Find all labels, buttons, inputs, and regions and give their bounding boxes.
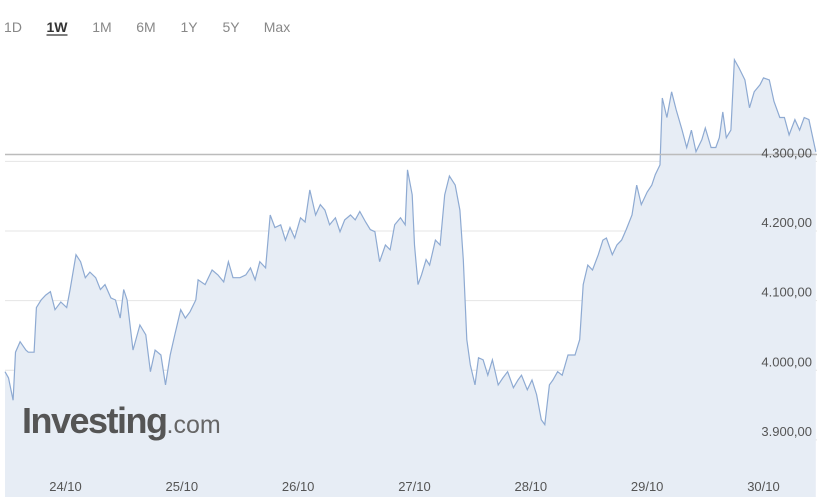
- watermark-brand: Investing: [22, 400, 167, 441]
- area: [5, 59, 816, 497]
- y-tick-label: 4.200,00: [761, 215, 812, 230]
- y-tick-label: 3.900,00: [761, 424, 812, 439]
- y-tick-label: 4.300,00: [761, 145, 812, 160]
- y-tick-label: 4.000,00: [761, 354, 812, 369]
- y-tick-label: 4.100,00: [761, 285, 812, 300]
- range-button[interactable]: 1W: [47, 19, 69, 35]
- price-line: [4, 57, 817, 427]
- x-tick-label: 28/10: [515, 479, 548, 494]
- range-button[interactable]: 1D: [4, 19, 22, 35]
- x-tick-label: 25/10: [166, 479, 199, 494]
- watermark: Investing.com: [22, 400, 221, 441]
- range-button[interactable]: Max: [264, 19, 290, 35]
- x-tick-label: 26/10: [282, 479, 315, 494]
- x-tick-label: 27/10: [398, 479, 431, 494]
- watermark-suffix: .com: [167, 411, 221, 439]
- range-button[interactable]: 1Y: [180, 19, 198, 35]
- range-button[interactable]: 6M: [136, 19, 155, 35]
- x-tick-label: 30/10: [747, 479, 780, 494]
- range-button[interactable]: 5Y: [222, 19, 240, 35]
- range-button[interactable]: 1M: [92, 19, 111, 35]
- x-tick-label: 24/10: [49, 479, 82, 494]
- x-tick-label: 29/10: [631, 479, 664, 494]
